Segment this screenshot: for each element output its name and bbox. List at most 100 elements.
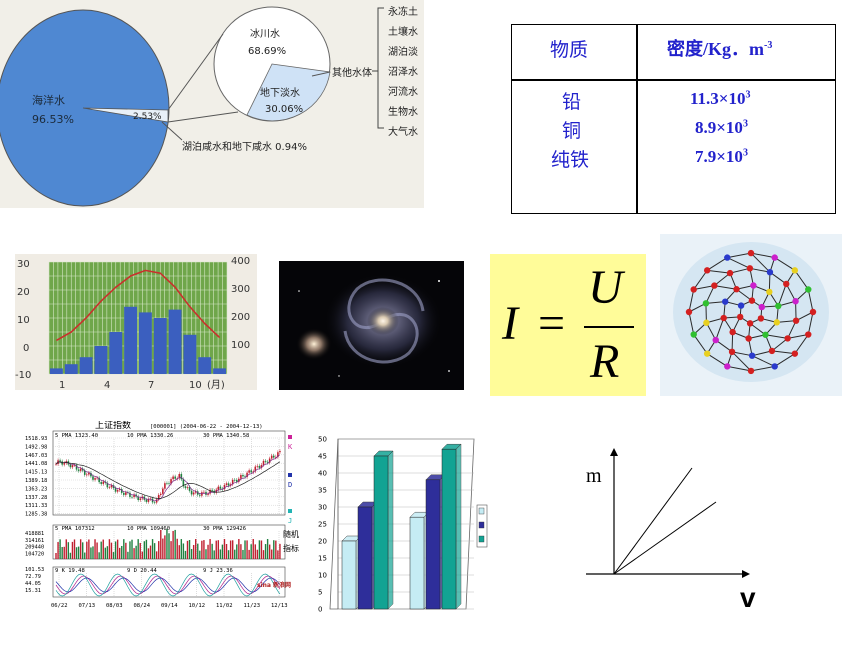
kdj-tick: 101.53: [25, 567, 44, 573]
volume-bar: [236, 544, 238, 559]
bond: [693, 270, 708, 290]
atom: [805, 286, 812, 293]
volume-bar: [112, 552, 115, 559]
candle-body: [219, 486, 222, 489]
volume-bar: [123, 539, 125, 559]
bar-chart-svg: 0 5 10 15 20 25 30 35 40 45 50: [318, 436, 488, 614]
volume-bar: [104, 547, 107, 559]
precipitation-bar: [198, 357, 212, 374]
kdj-legend: 9 K 19.48: [55, 568, 85, 574]
volume-bar: [231, 540, 234, 559]
bond: [731, 351, 753, 357]
atom: [690, 286, 697, 293]
indicator-label: 随机: [283, 529, 299, 539]
bond: [693, 285, 715, 290]
atom: [703, 319, 710, 326]
candle-body: [188, 487, 191, 491]
candle-body: [139, 498, 142, 501]
volume-bar: [188, 540, 191, 559]
bond: [807, 311, 814, 335]
volume-bar: [145, 539, 148, 559]
volume-bar: [110, 542, 113, 559]
volume-bar: [69, 552, 72, 559]
volume-bar: [116, 539, 119, 559]
volume-bar: [125, 542, 127, 559]
volume-bar: [106, 546, 109, 559]
date-tick: 11/02: [216, 603, 233, 609]
candle-body: [114, 488, 117, 492]
volume-bar: [256, 549, 259, 559]
bar: [441, 448, 457, 610]
y-tick-label: 5: [318, 589, 322, 597]
candle-body: [192, 492, 195, 495]
volume-bar: [129, 541, 131, 559]
atom: [791, 267, 799, 274]
price-tick: 1337.28: [25, 495, 47, 501]
atom: [745, 335, 752, 342]
volume-bar: [223, 539, 226, 559]
ma-legend: 10 PMA 1330.26: [127, 433, 173, 439]
volume-bar: [90, 547, 92, 559]
atom: [703, 350, 711, 357]
candle-body: [133, 494, 135, 498]
formula-voltage: U: [588, 261, 623, 314]
volume-bar: [211, 543, 213, 559]
volume-bar: [61, 547, 63, 559]
volume-bar: [201, 540, 203, 559]
precipitation-bar: [50, 368, 63, 374]
water-list-item: 土壤水: [388, 25, 418, 38]
volume-bar: [205, 549, 207, 559]
price-ma-line: [55, 454, 281, 502]
star: [438, 280, 440, 282]
candle-body: [172, 476, 174, 480]
galaxy-photo: [279, 261, 464, 390]
bond: [714, 285, 737, 290]
bond: [731, 351, 752, 372]
k-line: [55, 575, 281, 595]
candle-body: [262, 460, 265, 466]
water-distribution-svg: 海洋水 96.53% 2.53% 冰川水 68.69% 地下淡水 30.06% …: [0, 5, 418, 207]
candle-body: [69, 464, 72, 468]
water-list-item: 大气水: [388, 125, 418, 138]
volume-bar: [240, 544, 242, 559]
density-value: 11.3×103: [690, 89, 751, 109]
volume-bar: [133, 548, 135, 559]
y-tick-label: 35: [318, 487, 327, 495]
volume-bar: [86, 541, 88, 559]
candle-body: [174, 476, 176, 479]
volume-bar: [55, 553, 57, 559]
star: [448, 370, 450, 372]
atom: [712, 336, 719, 344]
bond: [774, 353, 796, 367]
date-tick: 08/03: [106, 603, 123, 609]
bond: [750, 365, 775, 372]
bond: [731, 332, 734, 352]
candle-body: [201, 492, 203, 496]
bar: [341, 540, 357, 610]
bond: [752, 350, 773, 357]
formula-equals: =: [538, 297, 566, 350]
volume-bar: [164, 535, 166, 559]
y-tick-label: 40: [318, 470, 327, 478]
precipitation-bar: [79, 357, 93, 374]
steep-line: [613, 467, 693, 575]
stock-subtitle: [000001] (2004-06-22 - 2004-12-13): [150, 424, 263, 430]
density-exponent: 3: [742, 147, 748, 159]
atom: [783, 280, 790, 288]
date-tick: 06/22: [51, 603, 68, 609]
water-list-item: 永冻土: [388, 5, 418, 18]
atom: [711, 282, 718, 289]
volume-bar: [131, 539, 133, 559]
right-axis-tick: 200: [231, 312, 250, 323]
other-water-pointer: [311, 71, 331, 77]
right-axis-tick: 100: [231, 340, 250, 351]
month-tick: 10: [189, 380, 202, 390]
volume-bar: [234, 549, 236, 559]
groundwater-slice: [246, 63, 331, 122]
bond: [688, 311, 695, 335]
volume-bar: [279, 543, 281, 559]
bar-side: [455, 443, 462, 610]
volume-bar: [98, 552, 100, 559]
date-tick: 10/12: [189, 603, 206, 609]
bond: [749, 267, 771, 273]
